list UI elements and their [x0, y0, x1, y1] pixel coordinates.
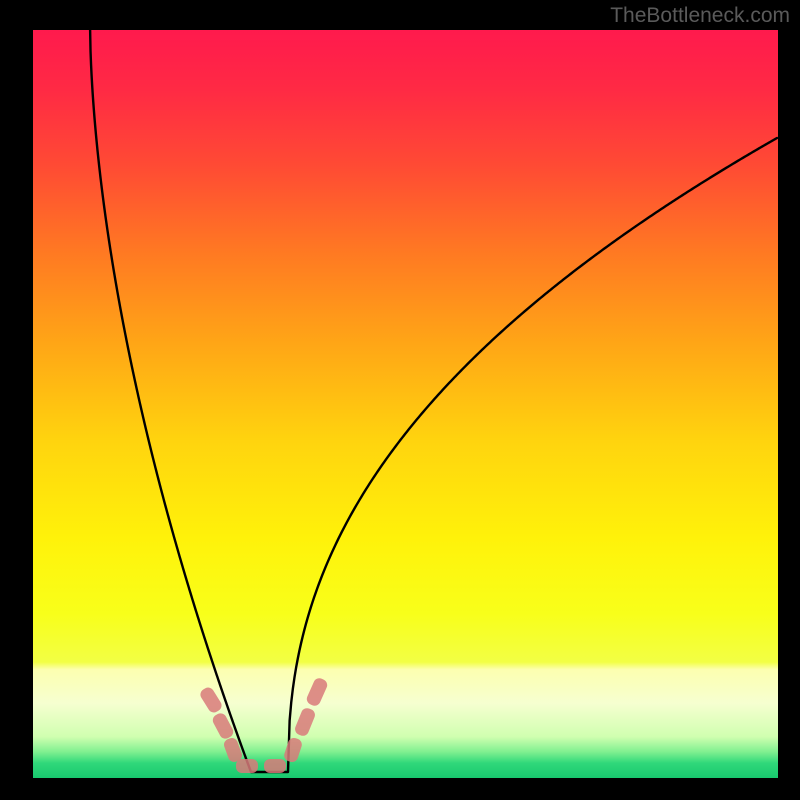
curve-marker — [264, 759, 286, 773]
watermark-text: TheBottleneck.com — [610, 4, 790, 28]
bottleneck-curve — [90, 30, 777, 772]
plot-area — [33, 30, 778, 778]
canvas-root: TheBottleneck.com — [0, 0, 800, 800]
curve-marker — [236, 759, 258, 773]
curve-layer — [33, 30, 778, 778]
